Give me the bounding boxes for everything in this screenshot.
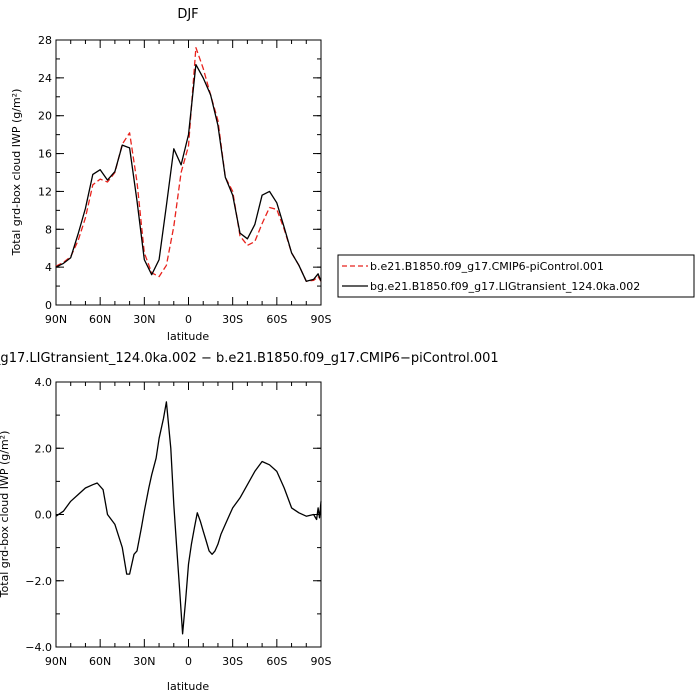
- top-x-tick-label: 30S: [222, 313, 243, 326]
- top-panel: DJF 90N 60N 30N 0 30S 60S 90S 0 4 8 12 16 20 24 28 lat…: [10, 7, 332, 343]
- bottom-y-tick-label: 2.0: [35, 442, 53, 455]
- bottom-panel-frame: [55, 381, 322, 648]
- bottom-x-tick-label: 60S: [266, 655, 287, 668]
- bottom-x-tick-label: 90N: [45, 655, 67, 668]
- top-panel-xlabel: latitude: [167, 330, 209, 343]
- legend: b.e21.B1850.f09_g17.CMIP6-piControl.001 …: [337, 254, 695, 298]
- bottom-x-tick-label: 30S: [222, 655, 243, 668]
- bottom-x-tick-label: 30N: [133, 655, 155, 668]
- bottom-y-tick-label: −2.0: [25, 575, 52, 588]
- bottom-x-tick-label: 90S: [311, 655, 332, 668]
- top-y-tick-label: 0: [45, 299, 52, 312]
- bottom-series-line-0: [55, 401, 322, 635]
- top-y-tick-label: 20: [38, 110, 52, 123]
- legend-label-transient: bg.e21.B1850.f09_g17.LIGtransient_124.0k…: [370, 280, 640, 293]
- top-panel-ylabel: Total grd-box cloud IWP (g/m²): [10, 89, 23, 257]
- bottom-y-tick-label: −4.0: [25, 641, 52, 654]
- legend-label-control: b.e21.B1850.f09_g17.CMIP6-piControl.001: [370, 260, 604, 273]
- bottom-y-tick-label: 0.0: [35, 509, 53, 522]
- bottom-panel-xlabel: latitude: [167, 680, 209, 693]
- top-y-tick-label: 8: [45, 223, 52, 236]
- top-y-tick-label: 24: [38, 72, 52, 85]
- top-y-tick-label: 12: [38, 185, 52, 198]
- top-y-tick-label: 16: [38, 148, 52, 161]
- bottom-panel-ylabel: Total grd-box cloud IWP (g/m²): [0, 431, 11, 599]
- top-x-tick-label: 90S: [311, 313, 332, 326]
- top-x-tick-label: 60N: [89, 313, 111, 326]
- top-y-tick-label: 28: [38, 34, 52, 47]
- top-x-tick-label: 90N: [45, 313, 67, 326]
- top-panel-title: DJF: [177, 7, 198, 22]
- bottom-panel: bg.e21.B1850.f09_g17.LIGtransient_124.0k…: [0, 351, 499, 693]
- bottom-y-tick-label: 4.0: [35, 376, 53, 389]
- top-x-tick-label: 0: [185, 313, 192, 326]
- top-series-line-0: [55, 46, 322, 282]
- bottom-x-tick-label: 60N: [89, 655, 111, 668]
- bottom-panel-title: bg.e21.B1850.f09_g17.LIGtransient_124.0k…: [0, 351, 499, 366]
- top-series-line-1: [55, 63, 322, 282]
- bottom-x-tick-label: 0: [185, 655, 192, 668]
- top-x-tick-label: 30N: [133, 313, 155, 326]
- top-y-tick-label: 4: [45, 261, 52, 274]
- legend-box: [337, 254, 695, 298]
- top-x-tick-label: 60S: [266, 313, 287, 326]
